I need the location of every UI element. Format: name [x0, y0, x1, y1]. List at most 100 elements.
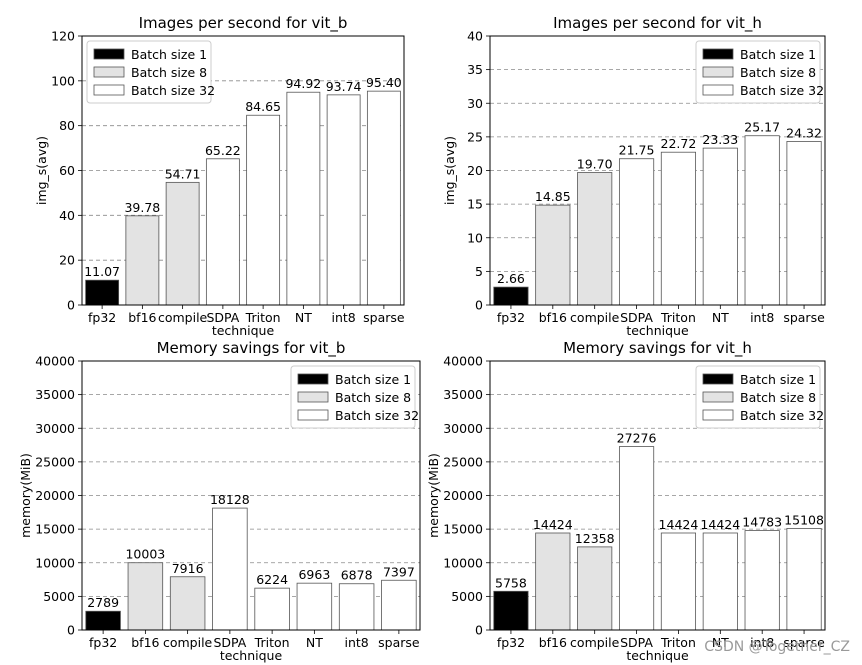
y-tick-label: 35 [467, 62, 483, 77]
x-tick-label: int8 [750, 310, 774, 325]
bar-value-label: 24.32 [786, 125, 822, 140]
y-tick-label: 30000 [443, 421, 483, 436]
bar-value-label: 5758 [495, 575, 527, 590]
x-tick-label: int8 [750, 635, 774, 650]
bar-SDPA [618, 158, 655, 306]
legend-label: Batch size 32 [740, 83, 824, 98]
x-axis-label: technique [220, 648, 283, 663]
y-tick-label: 20 [467, 163, 483, 178]
bar-SDPA [205, 158, 240, 306]
x-tick-label: compile [158, 310, 208, 325]
bar-sparse [786, 141, 822, 306]
bar-int8 [338, 583, 375, 631]
x-tick-label: SDPA [620, 635, 653, 650]
y-tick-label: 15000 [35, 522, 75, 537]
x-tick-label: compile [570, 635, 620, 650]
y-tick-label: 40 [467, 29, 483, 44]
x-tick-label: bf16 [539, 310, 567, 325]
legend: Batch size 1 Batch size 8 Batch size 32 [86, 40, 215, 104]
bar-value-label: 2789 [87, 595, 119, 610]
bar-value-label: 21.75 [619, 143, 655, 158]
y-tick-label: 0 [67, 298, 75, 313]
legend-swatch [297, 373, 329, 385]
bar-value-label: 7397 [383, 564, 415, 579]
y-tick-label: 35000 [443, 387, 483, 402]
y-tick-label: 0 [475, 623, 483, 638]
x-axis-label: technique [626, 323, 689, 338]
x-tick-label: NT [306, 635, 323, 650]
y-tick-label: 20000 [443, 488, 483, 503]
bar-SDPA [618, 446, 655, 631]
watermark: CSDN @Together_CZ [704, 639, 850, 655]
chart-title: Memory savings for vit_h [563, 339, 752, 358]
legend-swatch [702, 48, 734, 60]
bar-int8 [326, 94, 361, 306]
bar-value-label: 14424 [533, 517, 573, 532]
y-tick-label: 10000 [443, 555, 483, 570]
bar-fp32 [85, 279, 120, 306]
x-tick-label: sparse [783, 635, 825, 650]
y-tick-label: 40000 [443, 354, 483, 369]
x-tick-label: compile [570, 310, 620, 325]
y-tick-label: 25000 [35, 454, 75, 469]
bar-bf16 [127, 562, 164, 631]
y-tick-label: 25000 [443, 454, 483, 469]
bar-Triton [660, 532, 697, 631]
bar-Triton [660, 151, 697, 306]
bar-Triton [254, 587, 290, 631]
legend-label: Batch size 8 [131, 65, 207, 80]
bar-value-label: 39.78 [124, 200, 160, 215]
legend-swatch [702, 391, 734, 403]
plot-frame [81, 360, 421, 631]
x-tick-label: Triton [660, 635, 696, 650]
y-axis-label: img_s(avg) [34, 136, 49, 205]
bar-SDPA [212, 507, 248, 631]
bar-value-label: 14.85 [535, 189, 571, 204]
x-tick-label: fp32 [497, 635, 525, 650]
bar-sparse [786, 527, 822, 631]
x-axis-label: technique [212, 323, 275, 338]
legend-swatch [297, 391, 329, 403]
bar-compile [169, 576, 206, 631]
bar-value-label: 22.72 [661, 136, 697, 151]
x-tick-label: fp32 [497, 310, 525, 325]
y-tick-label: 35000 [35, 387, 75, 402]
bar-value-label: 65.22 [205, 143, 241, 158]
bar-bf16 [535, 204, 571, 306]
x-tick-label: fp32 [89, 635, 117, 650]
x-tick-label: int8 [345, 635, 369, 650]
bar-value-label: 7916 [172, 561, 204, 576]
bar-int8 [744, 530, 780, 631]
y-tick-label: 5000 [451, 589, 483, 604]
bar-compile [577, 172, 613, 306]
y-tick-label: 60 [59, 163, 75, 178]
bar-fp32 [493, 286, 529, 306]
bar-NT [286, 91, 321, 306]
plot-frame [489, 360, 826, 631]
bar-value-label: 25.17 [744, 120, 780, 135]
chart-panel-4: 0 5000 10000 15000 20000 25000 30000 35000 40000… [426, 339, 826, 663]
chart-panel-1: 0 20 40 60 80 100 120 11.07 fp32 39.78 bf16 54.71 co… [34, 14, 405, 338]
bar-fp32 [493, 590, 529, 631]
bar-value-label: 14783 [742, 515, 782, 530]
bar-value-label: 15108 [784, 512, 824, 527]
y-tick-label: 30000 [35, 421, 75, 436]
bar-value-label: 18128 [210, 492, 250, 507]
chart-title: Images per second for vit_h [553, 14, 762, 33]
legend-label: Batch size 1 [131, 47, 207, 62]
y-tick-label: 25 [467, 129, 483, 144]
bar-int8 [744, 135, 780, 306]
legend-label: Batch size 8 [335, 390, 411, 405]
legend-label: Batch size 8 [740, 65, 816, 80]
chart-panel-3: 0 5000 10000 15000 20000 25000 30000 35000 40000… [18, 339, 421, 663]
bar-value-label: 12358 [575, 531, 615, 546]
legend-swatch [702, 66, 734, 78]
legend-label: Batch size 32 [131, 83, 215, 98]
x-tick-label: bf16 [131, 635, 159, 650]
legend-swatch [93, 84, 125, 96]
bar-NT [702, 147, 738, 306]
legend-swatch [297, 409, 329, 421]
x-tick-label: Triton [245, 310, 281, 325]
legend-swatch [93, 48, 125, 60]
x-tick-label: sparse [783, 310, 825, 325]
